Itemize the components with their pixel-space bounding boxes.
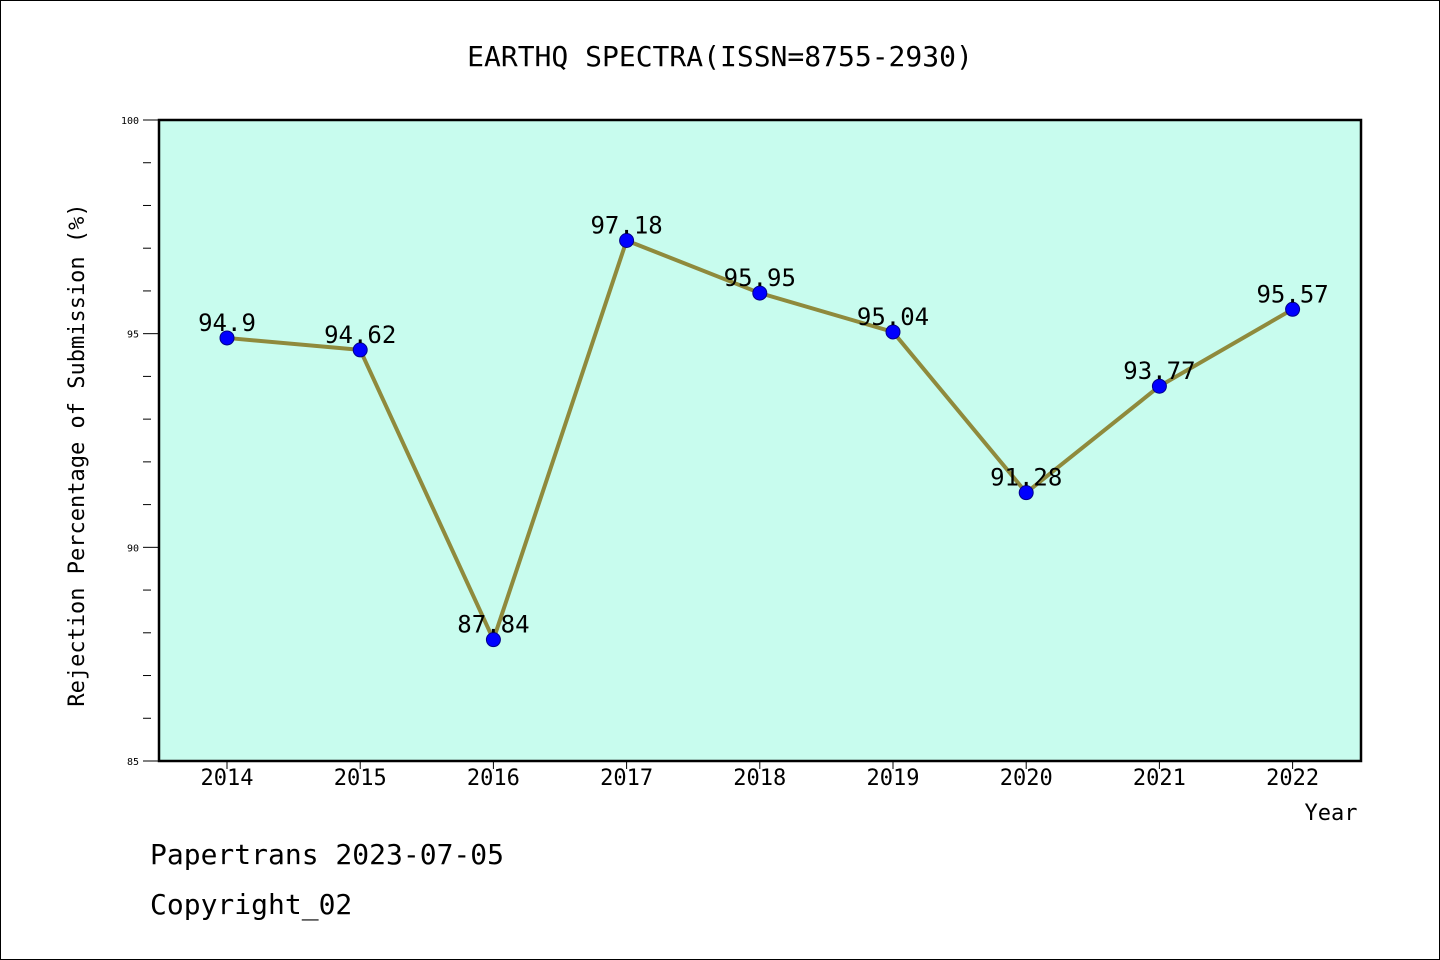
data-point-2019 [885, 324, 901, 340]
x-axis-label: Year [1305, 801, 1358, 826]
y-tick-label: 85 [127, 757, 139, 768]
chart-title: EARTHQ SPECTRA(ISSN=8755-2930) [467, 40, 973, 73]
data-label-2021: 93.77 [1123, 357, 1195, 385]
data-label-2019: 95.04 [857, 303, 929, 331]
data-point-2020 [1018, 485, 1034, 501]
data-point-2015 [352, 342, 368, 358]
data-label-2016: 87.84 [457, 611, 529, 639]
data-point-2018 [752, 285, 768, 301]
footer-publisher-date: Papertrans 2023-07-05 [150, 838, 504, 871]
y-axis: 85 90 95 100 [121, 116, 159, 768]
x-tick-label: 2014 [201, 766, 254, 791]
x-tick-label: 2019 [867, 766, 920, 791]
y-tick-label: 95 [127, 330, 139, 341]
data-point-2017 [619, 233, 635, 249]
x-tick-label: 2017 [600, 766, 653, 791]
series: 94.9 94.62 87.84 97.18 95.95 95.04 91.28 93.77 9… [198, 212, 1329, 648]
x-tick-label: 2022 [1266, 766, 1319, 791]
y-axis-label: Rejection Percentage of Submission (%) [65, 203, 90, 706]
data-label-2017: 97.18 [590, 212, 662, 240]
x-tick-label: 2018 [733, 766, 786, 791]
x-tick-label: 2016 [467, 766, 520, 791]
x-tick-label: 2020 [1000, 766, 1053, 791]
data-point-2016 [485, 632, 501, 648]
x-tick-label: 2015 [334, 766, 387, 791]
data-label-2014: 94.9 [198, 309, 256, 337]
data-label-2022: 95.57 [1256, 280, 1328, 308]
data-point-2021 [1151, 378, 1167, 394]
footer-copyright: Copyright_02 [150, 888, 352, 922]
data-label-2018: 95.95 [724, 264, 796, 292]
data-label-2020: 91.28 [990, 464, 1062, 492]
x-tick-label: 2021 [1133, 766, 1186, 791]
data-point-2014 [219, 330, 235, 346]
data-point-2022 [1285, 301, 1301, 317]
y-tick-label: 100 [121, 116, 139, 127]
plot-area [157, 118, 1363, 763]
data-label-2015: 94.62 [324, 321, 396, 349]
y-tick-label: 90 [127, 543, 139, 554]
x-axis: 2014 2015 2016 2017 2018 2019 2020 2021 2022 [201, 761, 1319, 791]
